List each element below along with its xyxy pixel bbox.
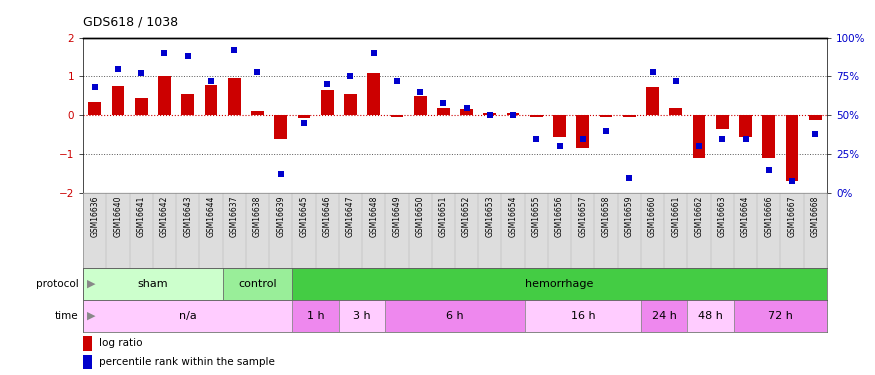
Text: GSM16650: GSM16650 — [416, 195, 424, 237]
Bar — [484, 113, 496, 116]
Text: 48 h: 48 h — [698, 311, 723, 321]
Bar — [274, 116, 287, 140]
Text: GSM16659: GSM16659 — [625, 195, 634, 237]
Bar — [530, 116, 542, 117]
Bar — [734, 300, 827, 332]
Bar — [762, 116, 775, 158]
Text: GSM16648: GSM16648 — [369, 195, 378, 237]
Bar — [112, 86, 124, 116]
Bar — [83, 336, 92, 351]
Text: GSM16660: GSM16660 — [648, 195, 657, 237]
Text: hemorrhage: hemorrhage — [525, 279, 594, 289]
Text: GSM16649: GSM16649 — [392, 195, 402, 237]
Bar — [368, 72, 380, 116]
Bar — [344, 94, 357, 116]
Bar — [181, 94, 194, 116]
Bar — [646, 87, 659, 116]
Bar — [292, 300, 339, 332]
Bar — [228, 78, 241, 116]
Bar — [222, 268, 292, 300]
Text: GSM16658: GSM16658 — [602, 195, 611, 237]
Text: GSM16651: GSM16651 — [439, 195, 448, 237]
Text: 1 h: 1 h — [307, 311, 325, 321]
Bar — [385, 300, 525, 332]
Text: GSM16662: GSM16662 — [695, 195, 704, 237]
Text: GSM16652: GSM16652 — [462, 195, 471, 237]
Bar — [321, 90, 333, 116]
Bar — [339, 300, 385, 332]
Text: GSM16638: GSM16638 — [253, 195, 262, 237]
Text: protocol: protocol — [36, 279, 79, 289]
Bar — [414, 96, 426, 116]
Text: GSM16640: GSM16640 — [114, 195, 122, 237]
Bar — [640, 300, 688, 332]
Text: GSM16654: GSM16654 — [508, 195, 518, 237]
Bar — [553, 116, 566, 137]
Text: GSM16655: GSM16655 — [532, 195, 541, 237]
Text: GSM16647: GSM16647 — [346, 195, 355, 237]
Text: 72 h: 72 h — [768, 311, 793, 321]
Text: ▶: ▶ — [80, 311, 95, 321]
Text: log ratio: log ratio — [100, 339, 143, 348]
Bar — [83, 268, 222, 300]
Text: GSM16643: GSM16643 — [183, 195, 192, 237]
Text: 16 h: 16 h — [570, 311, 595, 321]
Text: 3 h: 3 h — [354, 311, 371, 321]
Text: n/a: n/a — [178, 311, 197, 321]
Bar — [135, 98, 148, 116]
Bar — [205, 85, 217, 116]
Text: sham: sham — [137, 279, 168, 289]
Bar — [577, 116, 589, 148]
Text: GSM16661: GSM16661 — [671, 195, 680, 237]
Bar — [460, 110, 473, 116]
Text: GSM16657: GSM16657 — [578, 195, 587, 237]
Bar — [507, 113, 520, 116]
Bar — [716, 116, 729, 129]
Text: 24 h: 24 h — [652, 311, 676, 321]
Text: GSM16653: GSM16653 — [486, 195, 494, 237]
Text: GDS618 / 1038: GDS618 / 1038 — [83, 15, 178, 28]
Text: GSM16663: GSM16663 — [718, 195, 727, 237]
Text: GSM16639: GSM16639 — [276, 195, 285, 237]
Bar — [739, 116, 752, 137]
Text: control: control — [238, 279, 276, 289]
Bar — [437, 108, 450, 116]
Bar — [669, 108, 682, 116]
Bar — [88, 102, 102, 115]
Bar — [693, 116, 705, 158]
Text: GSM16667: GSM16667 — [788, 195, 796, 237]
Bar — [688, 300, 734, 332]
Text: ▶: ▶ — [80, 279, 95, 289]
Text: GSM16641: GSM16641 — [136, 195, 146, 237]
Bar — [83, 355, 92, 369]
Text: GSM16642: GSM16642 — [160, 195, 169, 237]
Text: 6 h: 6 h — [446, 311, 464, 321]
Text: percentile rank within the sample: percentile rank within the sample — [100, 357, 276, 367]
Bar — [390, 116, 403, 117]
Bar — [599, 116, 612, 117]
Bar — [158, 76, 171, 116]
Bar — [786, 116, 798, 182]
Bar — [251, 111, 264, 116]
Text: GSM16646: GSM16646 — [323, 195, 332, 237]
Bar — [298, 116, 311, 118]
Text: GSM16664: GSM16664 — [741, 195, 750, 237]
Text: GSM16644: GSM16644 — [206, 195, 215, 237]
Text: GSM16637: GSM16637 — [230, 195, 239, 237]
Text: GSM16645: GSM16645 — [299, 195, 308, 237]
Text: GSM16656: GSM16656 — [555, 195, 564, 237]
Text: GSM16666: GSM16666 — [764, 195, 774, 237]
Text: GSM16636: GSM16636 — [90, 195, 99, 237]
Bar — [83, 300, 292, 332]
Text: GSM16668: GSM16668 — [811, 195, 820, 237]
Text: time: time — [55, 311, 79, 321]
Bar — [808, 116, 822, 120]
Bar — [292, 268, 827, 300]
Bar — [623, 116, 636, 117]
Bar — [525, 300, 640, 332]
